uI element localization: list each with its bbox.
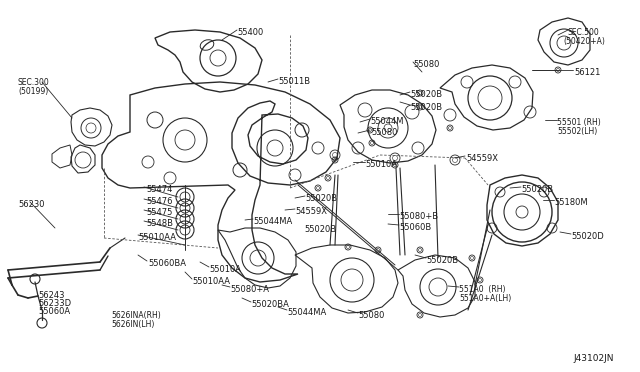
Text: SEC.300: SEC.300 xyxy=(18,78,50,87)
Text: 551A0+A(LH): 551A0+A(LH) xyxy=(459,294,511,303)
Text: 55080+A: 55080+A xyxy=(230,285,269,294)
Text: 55060A: 55060A xyxy=(38,307,70,316)
Text: 55060B: 55060B xyxy=(399,223,431,232)
Text: 55010AA: 55010AA xyxy=(138,233,176,242)
Text: 55474: 55474 xyxy=(146,185,172,194)
Text: 55044MA: 55044MA xyxy=(253,217,292,226)
Text: (50199): (50199) xyxy=(18,87,48,96)
Text: 55010AA: 55010AA xyxy=(192,277,230,286)
Text: 55400: 55400 xyxy=(237,28,263,37)
Text: 55080+B: 55080+B xyxy=(399,212,438,221)
Text: 55080: 55080 xyxy=(413,60,440,69)
Text: 55502(LH): 55502(LH) xyxy=(557,127,597,136)
Text: 56233D: 56233D xyxy=(38,299,71,308)
Text: (50420+A): (50420+A) xyxy=(563,37,605,46)
Text: 55044M: 55044M xyxy=(370,117,403,126)
Text: 55020B: 55020B xyxy=(521,185,553,194)
Text: 56243: 56243 xyxy=(38,291,65,300)
Text: 56121: 56121 xyxy=(574,68,600,77)
Text: 55020B: 55020B xyxy=(426,256,458,265)
Text: 54559X: 54559X xyxy=(466,154,498,163)
Text: SEC.500: SEC.500 xyxy=(568,28,600,37)
Text: 55010A: 55010A xyxy=(209,265,241,274)
Text: 55044MA: 55044MA xyxy=(287,308,326,317)
Text: 55010A: 55010A xyxy=(365,160,397,169)
Text: 551A0  (RH): 551A0 (RH) xyxy=(459,285,506,294)
Text: 5626INA(RH): 5626INA(RH) xyxy=(111,311,161,320)
Text: 55011B: 55011B xyxy=(278,77,310,86)
Text: 55020B: 55020B xyxy=(304,225,336,234)
Text: 56230: 56230 xyxy=(18,200,45,209)
Text: 5548B: 5548B xyxy=(146,219,173,228)
Text: 55080: 55080 xyxy=(358,311,385,320)
Text: 55020BA: 55020BA xyxy=(251,300,289,309)
Text: 55476: 55476 xyxy=(146,197,173,206)
Text: 55080: 55080 xyxy=(371,128,397,137)
Text: 55060BA: 55060BA xyxy=(148,259,186,268)
Text: 55020B: 55020B xyxy=(410,90,442,99)
Text: 5626IN(LH): 5626IN(LH) xyxy=(111,320,154,329)
Text: 55020B: 55020B xyxy=(410,103,442,112)
Text: 55475: 55475 xyxy=(146,208,172,217)
Text: J43102JN: J43102JN xyxy=(573,354,614,363)
Text: 55020D: 55020D xyxy=(571,232,604,241)
Text: 55020B: 55020B xyxy=(305,194,337,203)
Text: 54559X: 54559X xyxy=(295,207,327,216)
Text: 55501 (RH): 55501 (RH) xyxy=(557,118,601,127)
Text: 55180M: 55180M xyxy=(554,198,588,207)
